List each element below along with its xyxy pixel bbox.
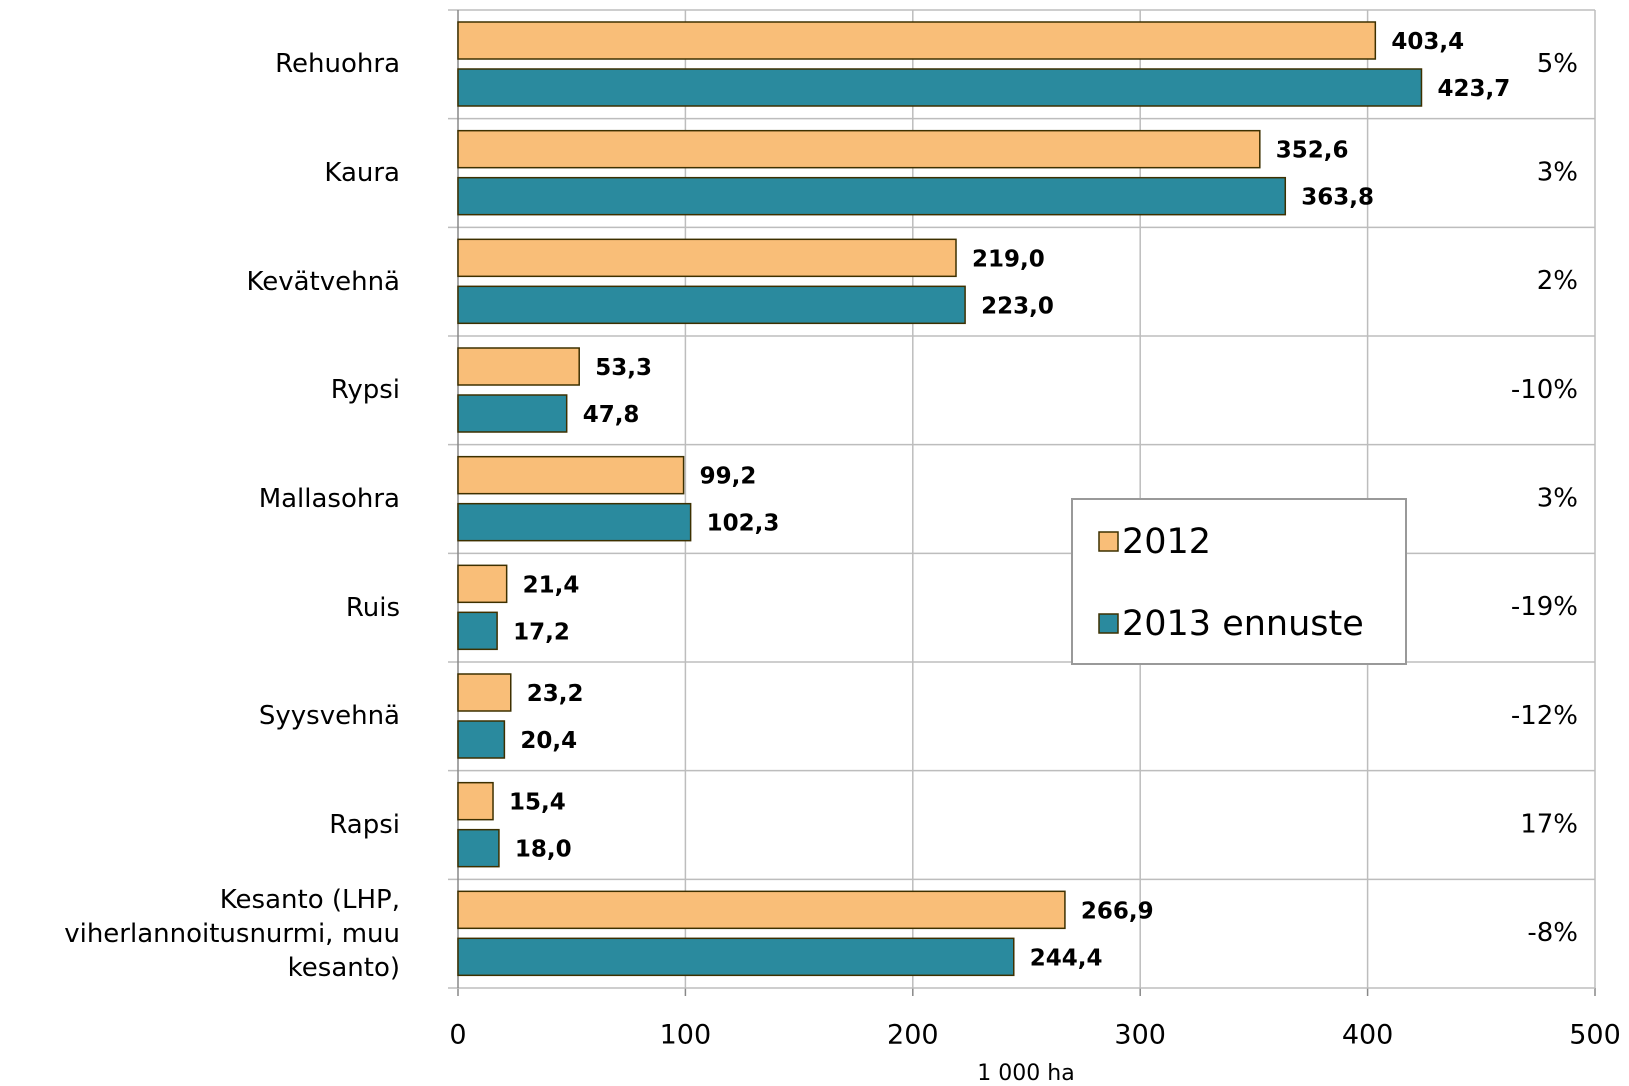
- y-tick-label: Mallasohra: [258, 484, 400, 514]
- bar: [457, 673, 512, 712]
- change-annotation: -8%: [1527, 918, 1578, 948]
- change-annotation: 5%: [1537, 49, 1578, 79]
- bar: [457, 21, 1377, 60]
- change-annotation: 3%: [1537, 484, 1578, 514]
- bar: [457, 129, 1261, 169]
- bar: [457, 781, 494, 821]
- value-label: 23,2: [527, 681, 584, 707]
- bar: [457, 611, 498, 651]
- legend-swatch: [1098, 531, 1119, 552]
- change-annotation: 2%: [1537, 266, 1578, 296]
- legend-label: 2013 ennuste: [1122, 604, 1364, 644]
- change-annotation: -10%: [1511, 375, 1578, 405]
- bar: [457, 238, 957, 278]
- bar: [457, 720, 506, 759]
- x-tick-label: 100: [660, 1020, 712, 1051]
- x-tick-label: 400: [1342, 1020, 1394, 1051]
- value-label: 219,0: [972, 246, 1045, 272]
- y-tick-label: Syysvehnä: [258, 701, 400, 732]
- bar: [457, 564, 508, 604]
- value-label: 20,4: [520, 728, 577, 754]
- bar: [457, 176, 1287, 216]
- value-label: 403,4: [1391, 29, 1464, 55]
- value-label: 99,2: [700, 464, 757, 490]
- bar: [457, 937, 1015, 977]
- value-label: 53,3: [595, 355, 652, 381]
- value-label: 21,4: [523, 572, 580, 598]
- legend-box: [1071, 498, 1407, 665]
- value-label: 363,8: [1301, 185, 1374, 211]
- change-annotation: -12%: [1511, 701, 1578, 731]
- y-tick-label: Rapsi: [329, 810, 400, 840]
- value-label: 18,0: [515, 837, 572, 863]
- y-tick-label: Kaura: [324, 158, 400, 188]
- value-label: 423,7: [1437, 76, 1510, 102]
- value-label: 47,8: [583, 402, 640, 428]
- bar: [457, 502, 692, 542]
- legend-label: 2012: [1122, 522, 1211, 562]
- change-annotation: 3%: [1537, 158, 1578, 188]
- x-tick-label: 500: [1569, 1020, 1621, 1051]
- value-label: 15,4: [509, 790, 566, 816]
- value-label: 102,3: [707, 511, 780, 537]
- y-tick-label: Kesanto (LHP, viherlannoitusnurmi, muu k…: [64, 884, 400, 983]
- y-tick-label: Kevätvehnä: [246, 266, 400, 297]
- bar: [457, 394, 568, 433]
- x-tick-label: 300: [1114, 1020, 1166, 1051]
- x-axis-label: 1 000 ha: [977, 1061, 1074, 1086]
- value-label: 266,9: [1081, 898, 1154, 924]
- value-label: 17,2: [513, 619, 570, 645]
- y-tick-label: Ruis: [345, 592, 400, 623]
- bar: [457, 347, 580, 386]
- bar: [457, 68, 1423, 107]
- bar: [457, 890, 1066, 930]
- bar: [457, 455, 685, 495]
- bar: [457, 828, 500, 868]
- change-annotation: -19%: [1511, 592, 1578, 622]
- x-tick-label: 0: [449, 1020, 466, 1051]
- y-tick-label: Rehuohra: [275, 49, 400, 80]
- value-label: 223,0: [981, 293, 1054, 319]
- value-label: 244,4: [1030, 945, 1103, 971]
- legend-swatch: [1098, 613, 1119, 634]
- change-annotation: 17%: [1520, 810, 1578, 840]
- bar: [457, 285, 966, 325]
- value-label: 352,6: [1276, 138, 1349, 164]
- y-tick-label: Rypsi: [330, 375, 400, 406]
- x-tick-label: 200: [887, 1020, 939, 1051]
